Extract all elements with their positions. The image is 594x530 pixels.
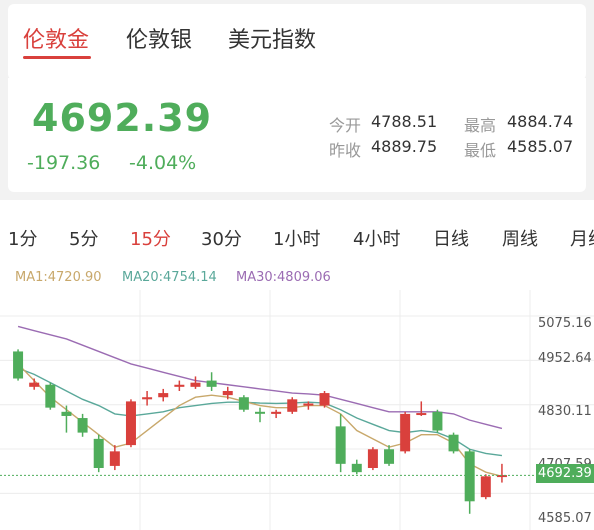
period-5min[interactable]: 5分: [69, 229, 99, 250]
prev-close-label: 昨收: [329, 141, 362, 160]
candle-body: [61, 411, 72, 416]
price-change-percent: -4.04%: [129, 152, 197, 174]
y-tick-label: 4830.11: [538, 404, 592, 419]
tab-london-gold[interactable]: 伦敦金: [23, 28, 90, 53]
candle-body: [125, 401, 136, 446]
y-tick-label: 5075.16: [538, 316, 592, 331]
candle-body: [319, 393, 330, 406]
candles: [13, 349, 507, 514]
candle-body: [255, 411, 265, 414]
candle-body: [351, 463, 362, 473]
candle-body: [174, 384, 185, 387]
period-1min[interactable]: 1分: [8, 229, 38, 250]
tab-london-silver[interactable]: 伦敦银: [126, 28, 193, 53]
candle-body: [384, 449, 395, 464]
tab-dollar-index[interactable]: 美元指数: [228, 28, 317, 53]
candle-body: [29, 382, 40, 387]
open-label: 今开: [329, 116, 362, 135]
y-tick-label: 4952.64: [538, 351, 592, 366]
quote-card: [8, 78, 586, 192]
candle-body: [190, 382, 201, 387]
candle-body: [480, 476, 491, 498]
period-daily[interactable]: 日线: [433, 229, 469, 250]
ma1-legend: MA1:4720.90: [15, 270, 102, 285]
candle-body: [77, 418, 88, 433]
candle-body: [400, 413, 411, 452]
candle-body: [45, 384, 56, 408]
period-1hour[interactable]: 1小时: [273, 229, 321, 250]
price-change: -197.36: [27, 152, 101, 174]
candle-body: [464, 451, 475, 502]
candle-body: [432, 411, 443, 431]
candle-body: [335, 426, 346, 464]
candle-body: [416, 413, 427, 416]
period-15min[interactable]: 15分: [130, 229, 171, 250]
high-value: 4884.74: [507, 112, 574, 131]
candle-body: [271, 411, 282, 414]
candle-body: [158, 393, 169, 398]
candle-body: [287, 399, 298, 412]
candle-body: [109, 451, 120, 466]
candle-body: [93, 438, 104, 468]
prev-close-value: 4889.75: [371, 137, 438, 156]
tab-bar: [8, 4, 586, 80]
high-label: 最高: [464, 116, 497, 135]
period-weekly[interactable]: 周线: [502, 229, 538, 250]
ma20-line: [17, 367, 503, 457]
period-4hour[interactable]: 4小时: [353, 229, 401, 250]
low-label: 最低: [464, 141, 497, 160]
low-value: 4585.07: [507, 137, 574, 156]
candle-body: [142, 397, 153, 400]
candle-body: [222, 390, 233, 396]
active-tab-indicator: [23, 56, 91, 59]
ma30-legend: MA30:4809.06: [236, 270, 331, 285]
candle-body: [206, 380, 217, 387]
period-30min[interactable]: 30分: [201, 229, 242, 250]
candle-body: [13, 351, 24, 379]
y-tick-label: 4585.07: [538, 511, 592, 526]
candle-body: [238, 397, 249, 410]
candle-body: [448, 434, 459, 452]
period-monthly[interactable]: 月线: [570, 229, 594, 250]
ma20-legend: MA20:4754.14: [122, 270, 217, 285]
open-value: 4788.51: [371, 112, 438, 131]
candle-body: [496, 475, 507, 478]
candle-body: [367, 449, 378, 468]
candle-body: [303, 403, 314, 406]
current-price-tag: 4692.39: [536, 464, 594, 483]
moving-average-lines: [17, 325, 503, 478]
current-price: 4692.39: [32, 96, 213, 140]
